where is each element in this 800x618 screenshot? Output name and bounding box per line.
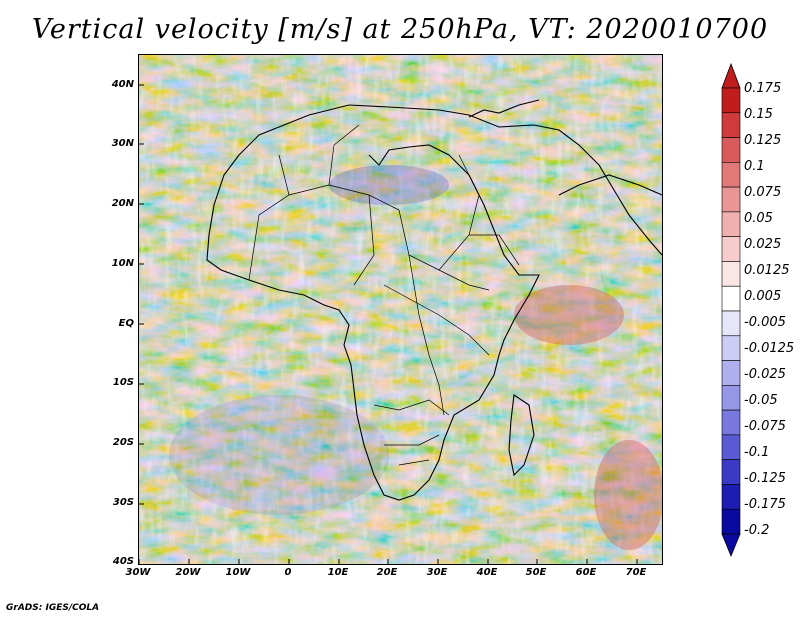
colorbar-cell — [721, 261, 741, 287]
lon-label-50e: 50E — [525, 567, 547, 578]
colorbar-cell — [721, 409, 741, 436]
colorbar-cell — [721, 310, 741, 337]
colorbar-cell — [721, 162, 741, 188]
colorbar-label: -0.0125 — [744, 341, 795, 356]
map-plot-area — [138, 54, 663, 565]
lon-label-20w: 20W — [175, 567, 201, 578]
colorbar-label: 0.125 — [744, 133, 782, 148]
colorbar-bottom-arrow — [721, 533, 741, 558]
colorbar-label: -0.2 — [744, 523, 770, 538]
lat-label-eq: EQ — [118, 318, 134, 329]
lat-label-40s: 40S — [112, 556, 134, 567]
colorbar-cell — [721, 335, 741, 361]
colorbar-label: -0.005 — [744, 315, 786, 330]
colorbar-cells — [721, 87, 741, 535]
colorbar-label: 0.005 — [744, 289, 782, 304]
lon-label-40e: 40E — [476, 567, 498, 578]
colorbar-label: 0.15 — [744, 107, 773, 122]
lat-label-10s: 10S — [112, 377, 134, 388]
colorbar-label: -0.1 — [744, 445, 770, 460]
lon-label-10w: 10W — [225, 567, 251, 578]
colorbar-cell — [721, 459, 741, 485]
colorbar-label: 0.05 — [744, 211, 773, 226]
chart-title: Vertical velocity [m/s] at 250hPa, VT: 2… — [31, 14, 769, 45]
lon-label-70e: 70E — [625, 567, 647, 578]
lat-label-30n: 30N — [111, 138, 134, 149]
downdraft-region-atlantic — [169, 395, 389, 515]
lon-label-0: 0 — [284, 567, 292, 578]
colorbar-label: -0.075 — [744, 419, 786, 434]
colorbar-label: -0.175 — [744, 497, 786, 512]
colorbar-label: 0.1 — [744, 159, 765, 174]
lat-label-30s: 30S — [112, 497, 134, 508]
colorbar-label: -0.05 — [744, 393, 778, 408]
country-borders — [248, 124, 520, 466]
colorbar-label: 0.0125 — [744, 263, 790, 278]
colorbar-cell — [721, 211, 741, 237]
lon-label-20e: 20E — [376, 567, 398, 578]
colorbar-cell — [721, 385, 741, 411]
colorbar-cell — [721, 236, 741, 262]
lon-label-30w: 30W — [125, 567, 151, 578]
colorbar-cell — [721, 360, 741, 386]
updraft-region-east — [514, 285, 624, 345]
velocity-streaks — [139, 55, 662, 564]
colorbar-cell — [721, 87, 741, 114]
lon-label-60e: 60E — [575, 567, 597, 578]
lon-label-10e: 10E — [327, 567, 349, 578]
colorbar-label: -0.125 — [744, 471, 786, 486]
colorbar-label: 0.025 — [744, 237, 782, 252]
lat-label-40n: 40N — [111, 79, 134, 90]
colorbar-cell — [721, 186, 741, 213]
colorbar-label: 0.075 — [744, 185, 782, 200]
lon-label-30e: 30E — [426, 567, 448, 578]
coastlines — [206, 99, 662, 501]
colorbar — [721, 62, 741, 558]
colorbar-label: -0.025 — [744, 367, 786, 382]
lat-label-20n: 20N — [111, 198, 134, 209]
credit-text: GrADS: IGES/COLA — [6, 603, 100, 613]
vertical-velocity-field — [139, 55, 662, 564]
colorbar-cell — [721, 112, 741, 138]
colorbar-cell — [721, 285, 741, 312]
downdraft-region-sahara — [329, 165, 449, 205]
lat-label-10n: 10N — [111, 258, 134, 269]
colorbar-cell — [721, 434, 741, 460]
colorbar-cell — [721, 137, 741, 163]
colorbar-label: 0.175 — [744, 81, 782, 96]
colorbar-cell — [721, 484, 741, 510]
updraft-region-south — [594, 440, 662, 550]
colorbar-cell — [721, 508, 741, 535]
colorbar-top-arrow — [721, 62, 741, 89]
lat-label-20s: 20S — [112, 437, 134, 448]
axis-ticks — [139, 84, 638, 564]
